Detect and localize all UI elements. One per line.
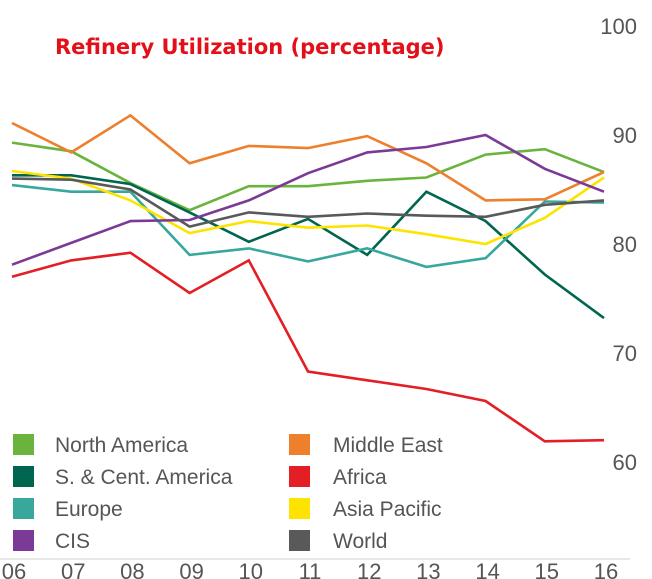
legend: North America Middle East S. & Cent. Ameri… (13, 434, 443, 553)
series-line-4 (11, 183, 605, 269)
legend-label-5: Asia Pacific (333, 498, 442, 521)
legend-swatch-7 (289, 530, 310, 551)
legend-label-7: World (333, 530, 387, 553)
y-axis-ticks: 60 70 80 90 100 (600, 14, 637, 475)
x-tick-label: 15 (535, 559, 559, 579)
x-tick-label: 09 (179, 559, 203, 579)
series-line-1 (11, 113, 605, 202)
series-line-2 (12, 174, 605, 320)
chart-title: Refinery Utilization (percentage) (55, 35, 444, 59)
legend-label-4: Europe (55, 498, 123, 521)
legend-swatch-5 (289, 498, 310, 519)
legend-swatch-3 (289, 466, 310, 487)
x-tick-label: 12 (357, 559, 381, 579)
legend-swatch-6 (13, 530, 34, 551)
y-tick-label: 60 (613, 450, 637, 475)
legend-label-3: Africa (333, 466, 387, 489)
series-line-5 (11, 169, 605, 246)
x-tick-label: 07 (61, 559, 85, 579)
legend-swatch-1 (289, 434, 310, 455)
legend-swatch-4 (13, 498, 34, 519)
x-tick-label: 14 (475, 559, 499, 579)
legend-swatch-2 (13, 466, 34, 487)
x-tick-label: 16 (594, 559, 618, 579)
legend-label-1: Middle East (333, 434, 443, 457)
series-lines (11, 113, 605, 443)
legend-swatch-0 (13, 434, 34, 455)
x-tick-label: 10 (239, 559, 263, 579)
series-line-7 (11, 177, 605, 228)
x-axis-ticks: 06 07 08 09 10 11 12 13 14 15 16 (2, 559, 618, 579)
x-tick-label: 06 (2, 559, 26, 579)
series-line-0 (11, 141, 605, 212)
y-tick-label: 90 (613, 123, 637, 148)
x-tick-label: 13 (416, 559, 440, 579)
legend-label-0: North America (55, 434, 188, 457)
series-line-3 (11, 251, 605, 443)
y-tick-label: 80 (613, 232, 637, 257)
x-tick-label: 08 (120, 559, 144, 579)
y-tick-label: 70 (613, 341, 637, 366)
legend-label-6: CIS (55, 530, 90, 553)
x-tick-label: 11 (299, 559, 322, 579)
y-tick-label: 100 (600, 14, 637, 39)
legend-label-2: S. & Cent. America (55, 466, 233, 489)
series-line-6 (11, 133, 605, 266)
